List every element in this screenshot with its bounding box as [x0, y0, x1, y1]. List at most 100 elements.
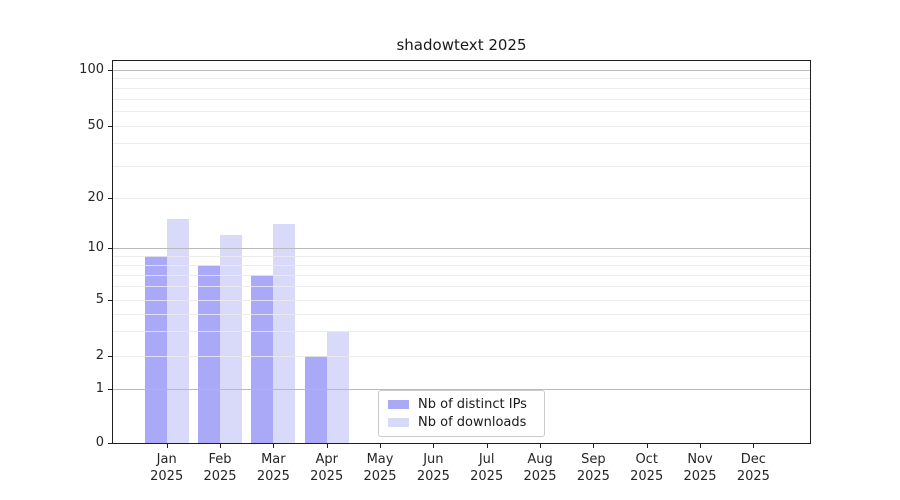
minor-gridline-7 [113, 275, 810, 276]
month-label: Mar [261, 452, 286, 467]
y-tick-label-1: 1 [95, 381, 104, 397]
minor-gridline-70 [113, 99, 810, 100]
bar-distinct-ips-jan [144, 255, 167, 443]
x-tick-label-nov: Nov 2025 [668, 451, 732, 485]
major-gridline-10 [113, 248, 810, 249]
x-tick-label-may: May 2025 [348, 451, 412, 485]
bar-downloads-apr [326, 331, 349, 443]
x-tick-mark-jun [433, 444, 435, 448]
x-tick-label-apr: Apr 2025 [295, 451, 359, 485]
year-label: 2025 [470, 469, 504, 484]
month-label: Jan [156, 452, 177, 467]
minor-gridline-60 [113, 111, 810, 112]
month-label: Jun [423, 452, 444, 467]
y-tick-label-20: 20 [87, 189, 104, 205]
minor-gridline-2 [113, 356, 810, 357]
year-label: 2025 [416, 469, 450, 484]
month-label: Oct [635, 452, 658, 467]
year-label: 2025 [630, 469, 664, 484]
y-tick-label-10: 10 [87, 240, 104, 255]
legend-item-downloads: Nb of downloads [388, 415, 535, 430]
x-tick-mark-aug [540, 444, 542, 448]
x-tick-mark-sep [593, 444, 595, 448]
month-label: May [366, 452, 394, 467]
y-tick-mark-5 [108, 300, 112, 301]
legend-label-distinct-ips: Nb of distinct IPs [418, 397, 527, 413]
year-label: 2025 [523, 469, 557, 484]
y-tick-mark-10 [108, 248, 112, 249]
legend-label-downloads: Nb of downloads [418, 414, 527, 430]
x-tick-label-jan: Jan 2025 [135, 451, 199, 485]
month-label: Apr [315, 452, 338, 467]
major-gridline-100 [113, 70, 810, 71]
major-gridline-1 [113, 389, 810, 390]
x-tick-mark-nov [700, 444, 702, 448]
y-tick-mark-1 [108, 389, 112, 391]
minor-gridline-5 [113, 300, 810, 301]
y-tick-mark-50 [108, 125, 112, 127]
month-label: Jul [478, 452, 495, 467]
x-tick-mark-apr [326, 444, 328, 448]
x-tick-mark-jul [486, 444, 488, 448]
minor-gridline-9 [113, 256, 810, 257]
year-label: 2025 [576, 469, 610, 484]
legend: Nb of distinct IPs Nb of downloads [378, 390, 545, 437]
year-label: 2025 [310, 469, 344, 484]
y-tick-label-2: 2 [95, 348, 104, 363]
x-tick-mark-dec [753, 444, 755, 448]
x-tick-mark-jan [166, 444, 168, 448]
minor-gridline-50 [113, 126, 810, 127]
minor-gridline-6 [113, 286, 810, 287]
legend-swatch-distinct-ips [388, 400, 409, 410]
year-label: 2025 [363, 469, 397, 484]
month-label: Sep [581, 452, 606, 467]
year-label: 2025 [150, 469, 184, 484]
bar-downloads-jan [166, 218, 189, 443]
x-tick-label-feb: Feb 2025 [188, 451, 252, 485]
y-tick-label-50: 50 [87, 117, 104, 133]
month-label: Feb [208, 452, 232, 467]
year-label: 2025 [736, 469, 770, 484]
x-tick-label-jun: Jun 2025 [401, 451, 465, 485]
y-tick-label-100: 100 [79, 62, 104, 77]
x-tick-label-aug: Aug 2025 [508, 451, 572, 485]
x-tick-mark-mar [273, 444, 275, 448]
minor-gridline-30 [113, 166, 810, 167]
bar-distinct-ips-apr [304, 356, 327, 443]
minor-gridline-90 [113, 78, 810, 79]
minor-gridline-3 [113, 331, 810, 332]
y-tick-mark-0 [108, 443, 112, 444]
x-tick-label-oct: Oct 2025 [615, 451, 679, 485]
y-axis: 0 1 2 5 10 20 50 100 [0, 60, 112, 450]
minor-gridline-4 [113, 314, 810, 315]
x-axis: Jan 2025 Feb 2025 Mar 2025 Apr 2025 May 2025 Jun 20… [112, 444, 811, 494]
x-tick-label-dec: Dec 2025 [721, 451, 785, 485]
y-tick-label-5: 5 [95, 292, 104, 307]
minor-gridline-40 [113, 143, 810, 144]
x-tick-label-jul: Jul 2025 [455, 451, 519, 485]
y-tick-label-0: 0 [95, 435, 104, 450]
x-tick-mark-may [380, 444, 382, 448]
x-tick-mark-feb [220, 444, 222, 448]
chart-title: shadowtext 2025 [396, 36, 527, 54]
plot-inner: Nb of distinct IPs Nb of downloads [113, 61, 810, 443]
bar-downloads-mar [273, 223, 296, 443]
minor-gridline-20 [113, 198, 810, 199]
y-tick-mark-100 [108, 70, 112, 71]
x-tick-label-mar: Mar 2025 [241, 451, 305, 485]
x-tick-mark-oct [646, 444, 648, 448]
minor-gridline-8 [113, 265, 810, 266]
month-label: Nov [687, 452, 713, 467]
y-tick-mark-2 [108, 356, 112, 357]
year-label: 2025 [256, 469, 290, 484]
minor-gridline-80 [113, 88, 810, 89]
year-label: 2025 [683, 469, 717, 484]
legend-item-distinct-ips: Nb of distinct IPs [388, 397, 535, 412]
month-label: Aug [527, 452, 553, 467]
x-tick-label-sep: Sep 2025 [561, 451, 625, 485]
month-label: Dec [740, 452, 766, 467]
year-label: 2025 [203, 469, 237, 484]
legend-swatch-downloads [388, 417, 409, 427]
bar-distinct-ips-mar [251, 274, 274, 443]
